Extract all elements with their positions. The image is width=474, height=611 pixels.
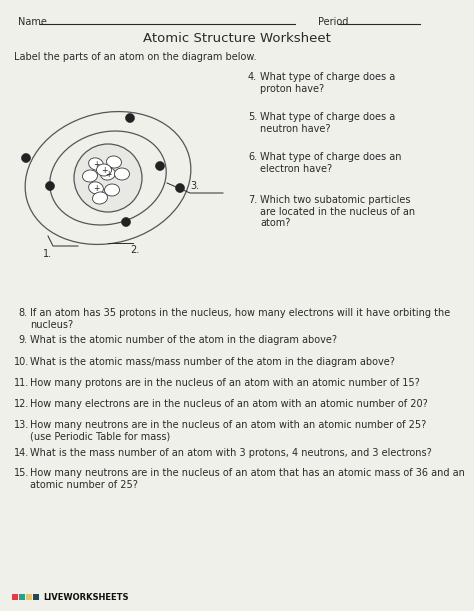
Text: 9.: 9. [18,335,27,345]
Circle shape [121,218,130,227]
Text: LIVEWORKSHEETS: LIVEWORKSHEETS [43,593,128,601]
Text: Atomic Structure Worksheet: Atomic Structure Worksheet [143,32,331,45]
Ellipse shape [107,156,121,168]
Text: What is the atomic mass/mass number of the atom in the diagram above?: What is the atomic mass/mass number of t… [30,357,395,367]
Text: 4.: 4. [248,72,257,82]
Text: What is the mass number of an atom with 3 protons, 4 neutrons, and 3 electrons?: What is the mass number of an atom with … [30,448,432,458]
Text: 2.: 2. [130,245,139,255]
Text: Name: Name [18,17,47,27]
Text: What type of charge does an
electron have?: What type of charge does an electron hav… [260,152,401,174]
Ellipse shape [115,168,129,180]
Bar [33,594,39,600]
Text: 14.: 14. [14,448,29,458]
Ellipse shape [92,192,108,204]
Text: 12.: 12. [14,399,29,409]
Text: Label the parts of an atom on the diagram below.: Label the parts of an atom on the diagra… [14,52,256,62]
Ellipse shape [89,182,103,194]
Ellipse shape [82,170,98,182]
Text: What type of charge does a
neutron have?: What type of charge does a neutron have? [260,112,395,134]
Text: 10.: 10. [14,357,29,367]
Text: 6.: 6. [248,152,257,162]
Text: Which two subatomic particles
are located in the nucleus of an
atom?: Which two subatomic particles are locate… [260,195,415,228]
Circle shape [126,114,135,122]
Bar [19,594,25,600]
Text: Period: Period [318,17,348,27]
Circle shape [175,183,184,192]
Text: 1.: 1. [43,249,52,259]
Ellipse shape [89,158,103,170]
Text: How many electrons are in the nucleus of an atom with an atomic number of 20?: How many electrons are in the nucleus of… [30,399,428,409]
Circle shape [46,181,55,191]
Text: +: + [101,166,107,175]
Text: 15.: 15. [14,468,29,478]
Text: +: + [105,170,111,179]
Text: +: + [93,184,99,193]
Text: 8.: 8. [18,308,27,318]
Circle shape [74,144,142,212]
Text: What type of charge does a
proton have?: What type of charge does a proton have? [260,72,395,93]
Ellipse shape [97,164,111,176]
Circle shape [155,161,164,170]
Text: How many protons are in the nucleus of an atom with an atomic number of 15?: How many protons are in the nucleus of a… [30,378,420,388]
Circle shape [21,153,30,163]
Text: 5.: 5. [248,112,257,122]
Text: 11.: 11. [14,378,29,388]
Ellipse shape [104,184,119,196]
Text: If an atom has 35 protons in the nucleus, how many electrons will it have orbiti: If an atom has 35 protons in the nucleus… [30,308,450,329]
Text: How many neutrons are in the nucleus of an atom with an atomic number of 25?
(us: How many neutrons are in the nucleus of … [30,420,426,442]
Text: 7.: 7. [248,195,257,205]
Text: How many neutrons are in the nucleus of an atom that has an atomic mass of 36 an: How many neutrons are in the nucleus of … [30,468,465,489]
Text: +: + [93,160,99,169]
Bar [12,594,18,600]
Ellipse shape [100,168,116,180]
Text: What is the atomic number of the atom in the diagram above?: What is the atomic number of the atom in… [30,335,337,345]
Text: 13.: 13. [14,420,29,430]
Bar [26,594,32,600]
Text: 3.: 3. [190,181,199,191]
